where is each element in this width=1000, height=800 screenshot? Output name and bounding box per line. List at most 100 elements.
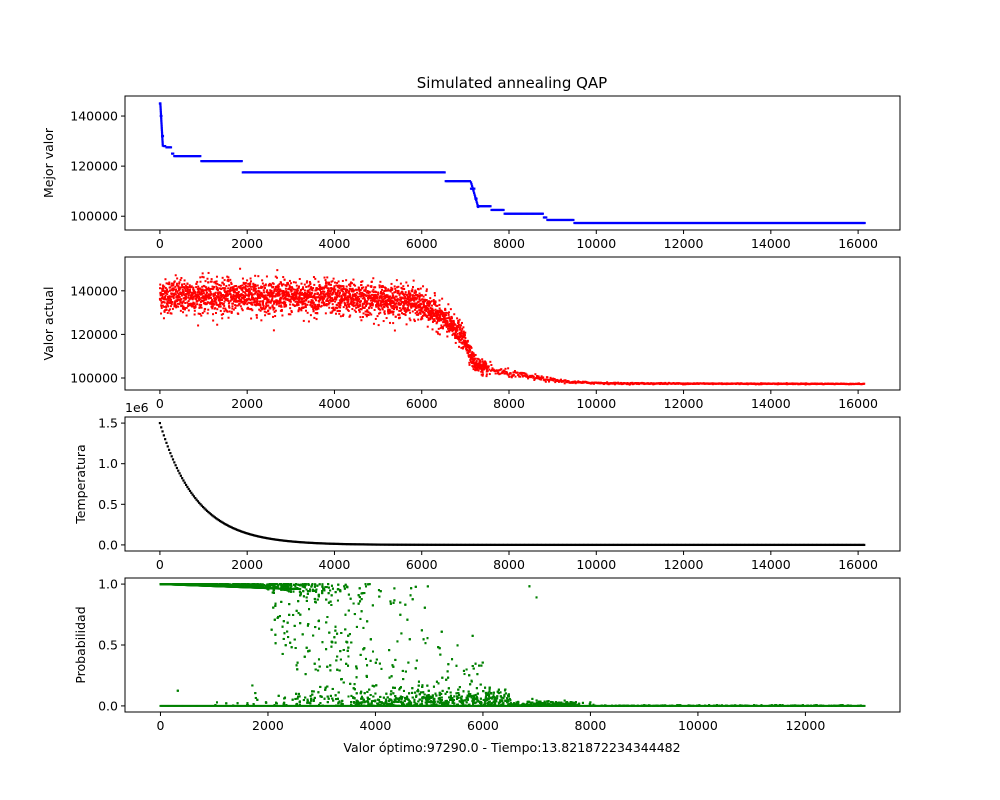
data-point [497,371,500,374]
data-point [565,543,569,547]
data-point [342,542,345,546]
data-point [317,288,320,290]
data-point [166,288,168,291]
data-point [330,300,333,303]
data-point [227,280,230,283]
data-point [160,292,163,295]
data-point [469,181,473,184]
data-point [324,279,327,282]
data-point [200,299,203,302]
data-point [290,289,293,292]
data-point [795,543,798,547]
data-point [266,289,269,292]
data-point [351,308,354,311]
data-point [534,373,537,376]
data-point [516,371,519,374]
data-point [436,309,439,312]
data-point [345,285,348,288]
data-point [265,301,268,304]
data-point [289,300,292,303]
data-point [217,519,220,522]
data-point [399,282,402,285]
data-point [340,297,343,300]
data-point [308,294,311,297]
data-point [256,300,259,303]
data-point [353,298,356,301]
data-point [641,543,645,547]
data-point [253,287,256,290]
data-point [436,543,439,546]
data-point [280,281,282,284]
data-point [272,300,275,303]
data-point [163,285,166,288]
data-point [276,294,279,297]
data-point [395,279,398,282]
data-point [249,533,252,536]
data-point [332,299,335,302]
data-point [369,305,372,308]
data-point [377,291,380,294]
data-point [168,283,171,286]
data-point [327,288,330,291]
data-point [216,518,219,521]
data-point [376,295,379,298]
data-point [502,369,505,372]
data-point [227,300,230,302]
data-point [351,303,354,306]
data-point [340,296,343,299]
data-point [353,289,356,292]
data-point [260,294,263,297]
data-point [199,503,202,506]
data-point [297,301,300,304]
data-point [241,277,244,280]
data-point [498,373,501,376]
data-point [461,341,464,344]
data-point [267,291,270,294]
data-point [757,543,760,547]
data-point [248,287,251,290]
data-point [318,294,321,297]
data-point [319,542,323,545]
data-point [303,283,306,286]
data-point [336,307,339,310]
data-point [562,543,565,547]
data-point [343,296,346,299]
data-point [441,543,444,546]
data-point [213,297,216,300]
data-point [308,541,311,544]
data-point [347,309,350,312]
data-point [510,543,514,546]
data-point [314,542,317,545]
data-point [356,297,359,300]
data-point [159,104,162,107]
data-point [427,311,430,314]
data-point [345,291,348,294]
data-point [356,543,359,546]
data-point [439,313,442,316]
data-point [436,331,439,334]
data-point [361,305,364,308]
data-point [284,301,287,304]
data-point [384,287,387,290]
data-point [379,308,382,311]
data-point [321,295,324,298]
data-point [306,292,309,295]
data-point [490,369,493,372]
data-point [248,290,251,293]
data-point [281,314,284,317]
data-point [307,289,310,292]
data-point [231,307,234,310]
data-point [422,304,425,307]
data-point [270,537,273,540]
data-point [560,378,563,381]
data-point [404,293,407,296]
data-point [204,286,207,289]
data-point [408,295,411,298]
data-point [254,292,257,295]
data-point [478,543,481,546]
data-point [344,298,347,301]
data-point [389,301,392,304]
data-point [325,304,328,307]
data-point [365,291,368,294]
data-point [329,297,332,300]
